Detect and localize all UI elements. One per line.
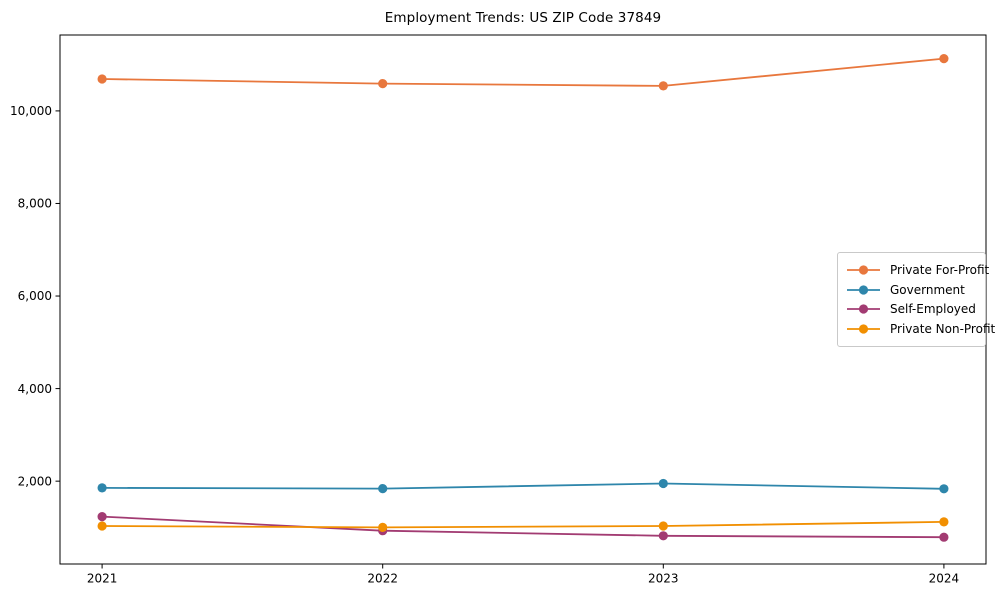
data-point-private-for-profit-2023 [658, 81, 668, 91]
legend-label: Self-Employed [890, 302, 976, 317]
y-tick-label: 10,000 [10, 104, 52, 118]
data-point-private-non-profit-2022 [378, 522, 388, 533]
series-line-self-employed [101, 515, 945, 539]
legend-label: Private For-Profit [890, 262, 990, 277]
legend-entry-government: Government [847, 284, 981, 296]
data-point-private-for-profit-2021 [97, 74, 107, 84]
data-point-private-for-profit-2024 [939, 54, 949, 64]
x-tick-label: 2022 [367, 572, 398, 586]
data-point-self-employed-2024 [939, 532, 949, 542]
data-point-government-2021 [97, 483, 107, 493]
legend-marker-icon [847, 265, 880, 275]
legend-entry-self-employed: Self-Employed [847, 303, 981, 315]
legend: Private For-Profit Government Self-Employe… [837, 252, 995, 347]
series-line-private-non-profit [101, 521, 945, 529]
data-point-government-2024 [939, 484, 949, 494]
data-point-private-non-profit-2024 [939, 517, 949, 527]
y-tick-label: 8,000 [18, 197, 52, 211]
y-tick-label: 4,000 [18, 382, 52, 396]
legend-marker-icon [847, 304, 880, 314]
data-point-private-non-profit-2023 [658, 521, 668, 531]
data-point-private-for-profit-2022 [378, 79, 388, 89]
plot-border [59, 34, 987, 565]
x-tick-label: 2023 [648, 572, 679, 586]
chart-title: Employment Trends: US ZIP Code 37849 [384, 10, 662, 26]
series-line-private-for-profit [101, 57, 945, 87]
x-tick-label: 2024 [929, 572, 960, 586]
legend-entry-private-non-profit: Private Non-Profit [847, 323, 995, 335]
legend-marker-icon [847, 324, 880, 334]
legend-label: Government [890, 282, 965, 297]
data-point-self-employed-2023 [658, 531, 668, 541]
y-tick-label: 2,000 [18, 474, 52, 488]
data-point-self-employed-2021 [97, 511, 107, 522]
x-tick-label: 2021 [87, 572, 118, 586]
legend-entry-private-for-profit: Private For-Profit [847, 264, 989, 276]
data-point-government-2022 [378, 484, 388, 494]
data-point-private-non-profit-2021 [97, 521, 107, 531]
legend-marker-icon [847, 284, 880, 295]
legend-label: Private Non-Profit [890, 322, 996, 337]
y-tick-label: 6,000 [18, 289, 52, 303]
series-line-government [101, 482, 945, 490]
data-point-government-2023 [658, 478, 668, 489]
